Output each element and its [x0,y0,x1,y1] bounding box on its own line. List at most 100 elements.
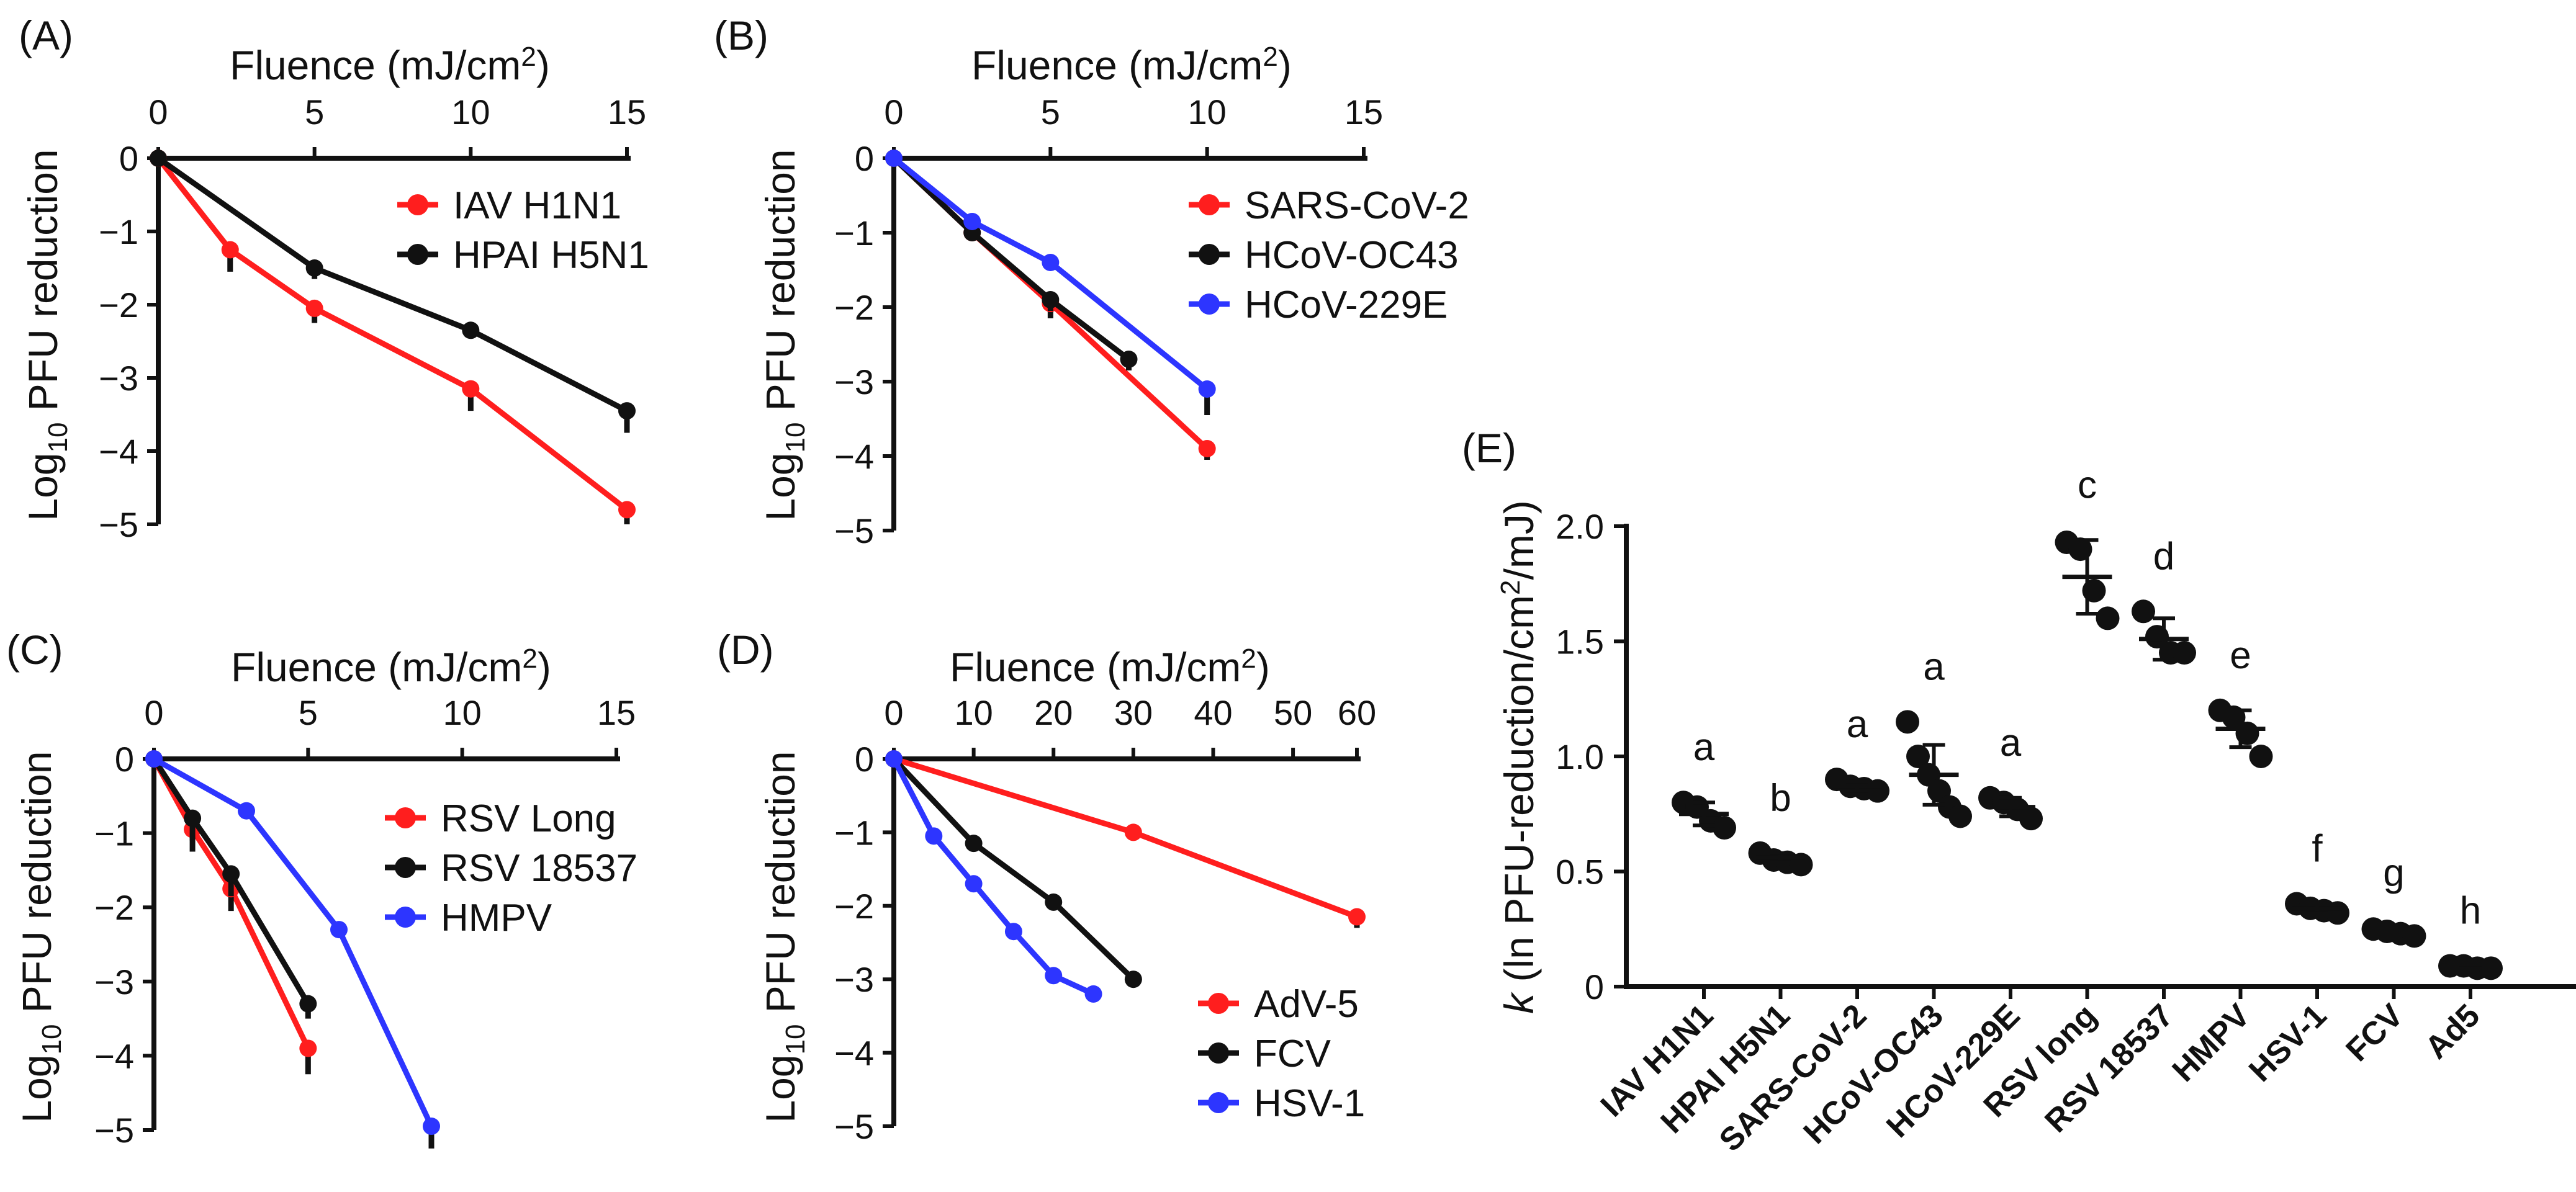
d-legend-label-hsv-1: HSV-1 [1254,1082,1365,1125]
panel-e-panel-letter: (E) [1462,425,1516,471]
b-panel-letter: (B) [714,12,768,58]
c-point-hmpv [238,802,255,820]
d-y-tick-label: −4 [834,1034,874,1073]
panel-e-y-tick-label: 2.0 [1556,507,1604,546]
c-panel-letter: (C) [6,627,63,673]
b-legend-marker-hcov-229e [1199,294,1220,315]
a-legend-label-hpai-h5n1: HPAI H5N1 [453,234,649,277]
d-series-line-fcv [891,756,1135,982]
a-point-iav-h1n1 [221,241,239,259]
b-y-tick-label: −3 [834,362,874,401]
d-point-hsv-1 [1045,967,1063,985]
b-point-hcov-229e [963,213,981,230]
c-legend-label-hmpv: HMPV [441,897,552,939]
panel-e-y-axis-title: k (ln PFU-reduction/cm2/mJ) [1495,500,1542,1014]
a-y-tick-label: 0 [119,139,138,178]
y-title-log: Log [757,1055,803,1123]
x-title-end: ) [1278,42,1292,88]
c-legend-label-rsv-18537: RSV 18537 [441,847,637,890]
a-legend-label-iav-h1n1: IAV H1N1 [453,184,621,227]
panel-e-category-label-ad5: Ad5 [2418,997,2487,1065]
x-title-main: Fluence (mJ/cm [231,644,522,690]
c-legend-marker-rsv-long [395,807,416,828]
b-point-hcov-229e [1042,254,1060,271]
panel-e-point-sars-cov-2 [1866,779,1889,803]
d-y-tick-label: −3 [834,960,874,999]
x-title-end: ) [1256,644,1270,690]
panel-e-point-rsv-18537 [2173,641,2196,665]
panel-e-y-tick-label: 1.0 [1556,737,1604,776]
a-y-tick-label: −3 [99,359,138,398]
y-title-sub: 10 [37,1024,67,1055]
d-point-adv-5 [1348,908,1366,926]
b-legend-label-hcov-229e: HCoV-229E [1245,284,1448,326]
c-x-axis-title: Fluence (mJ/cm2) [231,643,551,690]
d-x-axis-title: Fluence (mJ/cm2) [950,643,1270,690]
panel-e-category-label-hmpv: HMPV [2166,997,2257,1088]
a-y-tick-label: −4 [99,432,138,471]
a-x-tick-label: 10 [451,92,490,132]
a-point-hpai-h5n1 [462,321,480,339]
a-legend-marker-iav-h1n1 [407,194,428,215]
d-x-tick-label: 30 [1114,693,1153,732]
b-point-hcov-229e [1198,380,1216,398]
y-title-sup: 2 [1495,580,1526,594]
b-y-tick-label: −1 [834,213,874,253]
panel-e-point-rsv-long [2096,606,2120,630]
a-x-tick-label: 15 [608,92,646,132]
d-legend-label-adv-5: AdV-5 [1254,983,1359,1026]
b-legend-label-hcov-oc43: HCoV-OC43 [1245,234,1459,277]
d-y-tick-label: 0 [855,740,874,779]
y-title-k: k [1496,992,1542,1014]
panel-e-significance-letter-fcv: g [2383,851,2404,894]
b-y-tick-label: −4 [834,437,874,476]
panel-e-significance-letter-hpai-h5n1: b [1770,777,1791,820]
b-y-axis-title: Log10 PFU reduction [757,149,811,521]
panel-e-significance-letter-rsv-18537: d [2153,535,2174,578]
x-title-sup: 2 [1263,42,1277,72]
a-legend-marker-hpai-h5n1 [407,244,428,265]
d-y-tick-label: −5 [834,1107,874,1146]
a-point-iav-h1n1 [305,299,323,317]
c-point-hmpv [330,921,348,939]
panel-e-significance-letter-rsv-long: c [2078,464,2097,506]
d-point-hsv-1 [1004,923,1022,941]
panel-e-point-hcov-oc43 [1906,745,1930,768]
c-legend-marker-hmpv [395,907,416,928]
d-point-hsv-1 [1084,985,1102,1003]
x-title-end: ) [536,42,550,88]
d-point-fcv [1045,893,1063,911]
b-point-hcov-oc43 [1120,351,1138,368]
a-point-hpai-h5n1 [305,259,323,277]
d-x-tick-label: 10 [954,693,993,732]
y-title-rest: (ln PFU-reduction/cm [1496,595,1542,993]
b-point-sars-cov-2 [1198,440,1216,457]
b-x-tick-label: 15 [1344,92,1383,132]
d-x-tick-label: 20 [1034,693,1073,732]
b-y-tick-label: 0 [855,139,874,178]
y-title-sub: 10 [43,423,73,453]
d-point-hsv-1 [925,827,943,845]
panel-e-point-hcov-229e [2019,807,2043,831]
y-title-sub: 10 [780,1024,811,1055]
b-y-tick-label: −2 [834,288,874,327]
b-x-axis-title: Fluence (mJ/cm2) [971,42,1292,88]
c-y-tick-label: −3 [94,962,134,1002]
x-title-sup: 2 [522,643,537,674]
y-title-log: Log [757,453,803,521]
a-panel-letter: (A) [19,12,73,58]
a-y-tick-label: −2 [99,285,138,325]
d-legend-label-fcv: FCV [1254,1033,1331,1075]
panel-e-point-hmpv [2249,745,2273,768]
c-point-hmpv [423,1118,440,1136]
a-point-hpai-h5n1 [150,150,167,167]
d-y-tick-label: −2 [834,887,874,926]
c-y-tick-label: −1 [94,814,134,853]
d-legend-marker-hsv-1 [1208,1092,1229,1113]
b-point-hcov-229e [885,150,903,167]
a-point-hpai-h5n1 [618,402,636,420]
